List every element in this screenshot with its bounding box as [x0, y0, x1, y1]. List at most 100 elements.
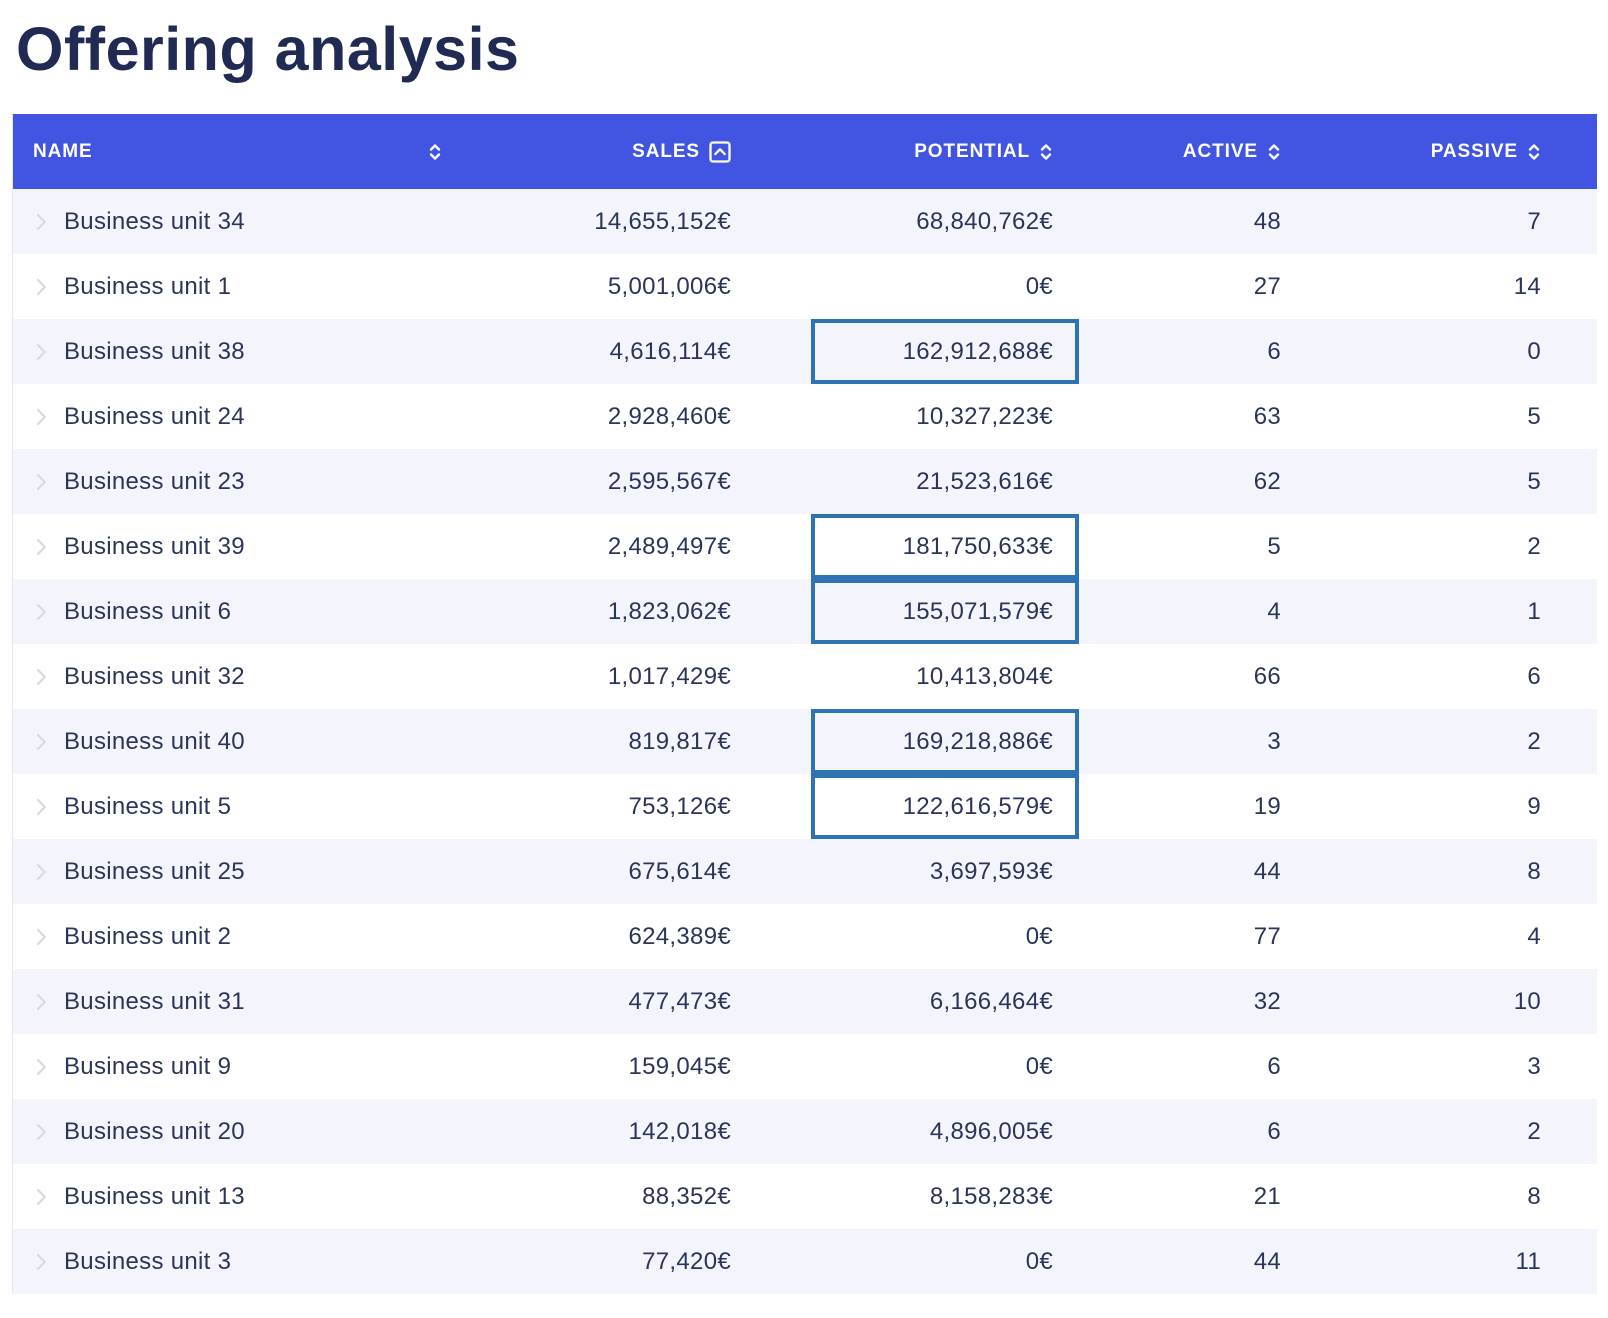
table-row[interactable]: Business unit 384,616,114€162,912,688€60	[13, 319, 1597, 384]
cell-passive: 2	[1296, 1099, 1597, 1164]
cell-potential: 68,840,762€	[746, 189, 1081, 254]
table-row[interactable]: Business unit 1388,352€8,158,283€218	[13, 1164, 1597, 1229]
cell-potential: 8,158,283€	[746, 1164, 1081, 1229]
cell-active: 44	[1081, 1229, 1296, 1294]
column-header-sales[interactable]: SALES	[456, 114, 746, 189]
expand-chevron-icon[interactable]	[36, 863, 47, 881]
cell-sales: 142,018€	[456, 1099, 746, 1164]
cell-potential-highlighted: 162,912,688€	[746, 319, 1081, 384]
table-row[interactable]: Business unit 5753,126€122,616,579€199	[13, 774, 1597, 839]
business-unit-name: Business unit 13	[64, 1183, 245, 1211]
table-row[interactable]: Business unit 61,823,062€155,071,579€41	[13, 579, 1597, 644]
cell-name: Business unit 20	[13, 1099, 456, 1164]
expand-chevron-icon[interactable]	[36, 343, 47, 361]
cell-active: 66	[1081, 644, 1296, 709]
business-unit-name: Business unit 25	[64, 858, 245, 886]
table-row[interactable]: Business unit 3414,655,152€68,840,762€48…	[13, 189, 1597, 254]
cell-active: 3	[1081, 709, 1296, 774]
cell-name: Business unit 40	[13, 709, 456, 774]
expand-chevron-icon[interactable]	[36, 1058, 47, 1076]
expand-chevron-icon[interactable]	[36, 278, 47, 296]
table-row[interactable]: Business unit 2624,389€0€774	[13, 904, 1597, 969]
expand-chevron-icon[interactable]	[36, 1123, 47, 1141]
sort-updown-icon[interactable]	[1527, 142, 1541, 162]
cell-name: Business unit 3	[13, 1229, 456, 1294]
column-header-potential[interactable]: POTENTIAL	[746, 114, 1081, 189]
cell-passive: 9	[1296, 774, 1597, 839]
expand-chevron-icon[interactable]	[36, 213, 47, 231]
table-row[interactable]: Business unit 377,420€0€4411	[13, 1229, 1597, 1294]
table-header-row: NAME SALES POTENTIAL ACTIVE PASSIVE	[13, 114, 1597, 189]
sort-box-up-icon[interactable]	[709, 141, 731, 163]
column-header-passive[interactable]: PASSIVE	[1296, 114, 1597, 189]
cell-sales: 88,352€	[456, 1164, 746, 1229]
expand-chevron-icon[interactable]	[36, 993, 47, 1011]
cell-sales: 624,389€	[456, 904, 746, 969]
cell-passive: 5	[1296, 449, 1597, 514]
business-unit-name: Business unit 40	[64, 728, 245, 756]
cell-sales: 1,823,062€	[456, 579, 746, 644]
cell-sales: 819,817€	[456, 709, 746, 774]
expand-chevron-icon[interactable]	[36, 668, 47, 686]
cell-name: Business unit 6	[13, 579, 456, 644]
cell-passive: 8	[1296, 839, 1597, 904]
column-label-sales: SALES	[632, 141, 700, 163]
cell-name: Business unit 32	[13, 644, 456, 709]
cell-sales: 477,473€	[456, 969, 746, 1034]
cell-sales: 753,126€	[456, 774, 746, 839]
cell-passive: 2	[1296, 514, 1597, 579]
cell-name: Business unit 5	[13, 774, 456, 839]
cell-passive: 10	[1296, 969, 1597, 1034]
cell-sales: 2,928,460€	[456, 384, 746, 449]
table-row[interactable]: Business unit 40819,817€169,218,886€32	[13, 709, 1597, 774]
table-row[interactable]: Business unit 232,595,567€21,523,616€625	[13, 449, 1597, 514]
cell-potential: 6,166,464€	[746, 969, 1081, 1034]
cell-name: Business unit 25	[13, 839, 456, 904]
cell-potential-highlighted: 181,750,633€	[746, 514, 1081, 579]
cell-potential: 3,697,593€	[746, 839, 1081, 904]
cell-name: Business unit 34	[13, 189, 456, 254]
expand-chevron-icon[interactable]	[36, 1253, 47, 1271]
expand-chevron-icon[interactable]	[36, 1188, 47, 1206]
sort-updown-icon[interactable]	[428, 142, 442, 162]
cell-active: 44	[1081, 839, 1296, 904]
table-row[interactable]: Business unit 242,928,460€10,327,223€635	[13, 384, 1597, 449]
expand-chevron-icon[interactable]	[36, 798, 47, 816]
cell-name: Business unit 2	[13, 904, 456, 969]
table-row[interactable]: Business unit 321,017,429€10,413,804€666	[13, 644, 1597, 709]
cell-passive: 3	[1296, 1034, 1597, 1099]
expand-chevron-icon[interactable]	[36, 928, 47, 946]
sort-updown-icon[interactable]	[1267, 142, 1281, 162]
column-header-name[interactable]: NAME	[13, 114, 456, 189]
cell-active: 5	[1081, 514, 1296, 579]
cell-sales: 14,655,152€	[456, 189, 746, 254]
cell-active: 27	[1081, 254, 1296, 319]
table-row[interactable]: Business unit 9159,045€0€63	[13, 1034, 1597, 1099]
table-row[interactable]: Business unit 15,001,006€0€2714	[13, 254, 1597, 319]
cell-sales: 159,045€	[456, 1034, 746, 1099]
cell-passive: 11	[1296, 1229, 1597, 1294]
expand-chevron-icon[interactable]	[36, 733, 47, 751]
business-unit-name: Business unit 23	[64, 468, 245, 496]
expand-chevron-icon[interactable]	[36, 603, 47, 621]
cell-active: 19	[1081, 774, 1296, 839]
cell-potential: 0€	[746, 1229, 1081, 1294]
table-row[interactable]: Business unit 31477,473€6,166,464€3210	[13, 969, 1597, 1034]
cell-sales: 77,420€	[456, 1229, 746, 1294]
business-unit-name: Business unit 24	[64, 403, 245, 431]
business-unit-name: Business unit 20	[64, 1118, 245, 1146]
expand-chevron-icon[interactable]	[36, 473, 47, 491]
cell-potential: 21,523,616€	[746, 449, 1081, 514]
cell-active: 21	[1081, 1164, 1296, 1229]
column-label-active: ACTIVE	[1183, 141, 1258, 163]
cell-sales: 2,489,497€	[456, 514, 746, 579]
expand-chevron-icon[interactable]	[36, 538, 47, 556]
table-row[interactable]: Business unit 392,489,497€181,750,633€52	[13, 514, 1597, 579]
sort-updown-icon[interactable]	[1039, 142, 1053, 162]
expand-chevron-icon[interactable]	[36, 408, 47, 426]
column-header-active[interactable]: ACTIVE	[1081, 114, 1296, 189]
table-row[interactable]: Business unit 20142,018€4,896,005€62	[13, 1099, 1597, 1164]
cell-passive: 4	[1296, 904, 1597, 969]
cell-passive: 5	[1296, 384, 1597, 449]
table-row[interactable]: Business unit 25675,614€3,697,593€448	[13, 839, 1597, 904]
